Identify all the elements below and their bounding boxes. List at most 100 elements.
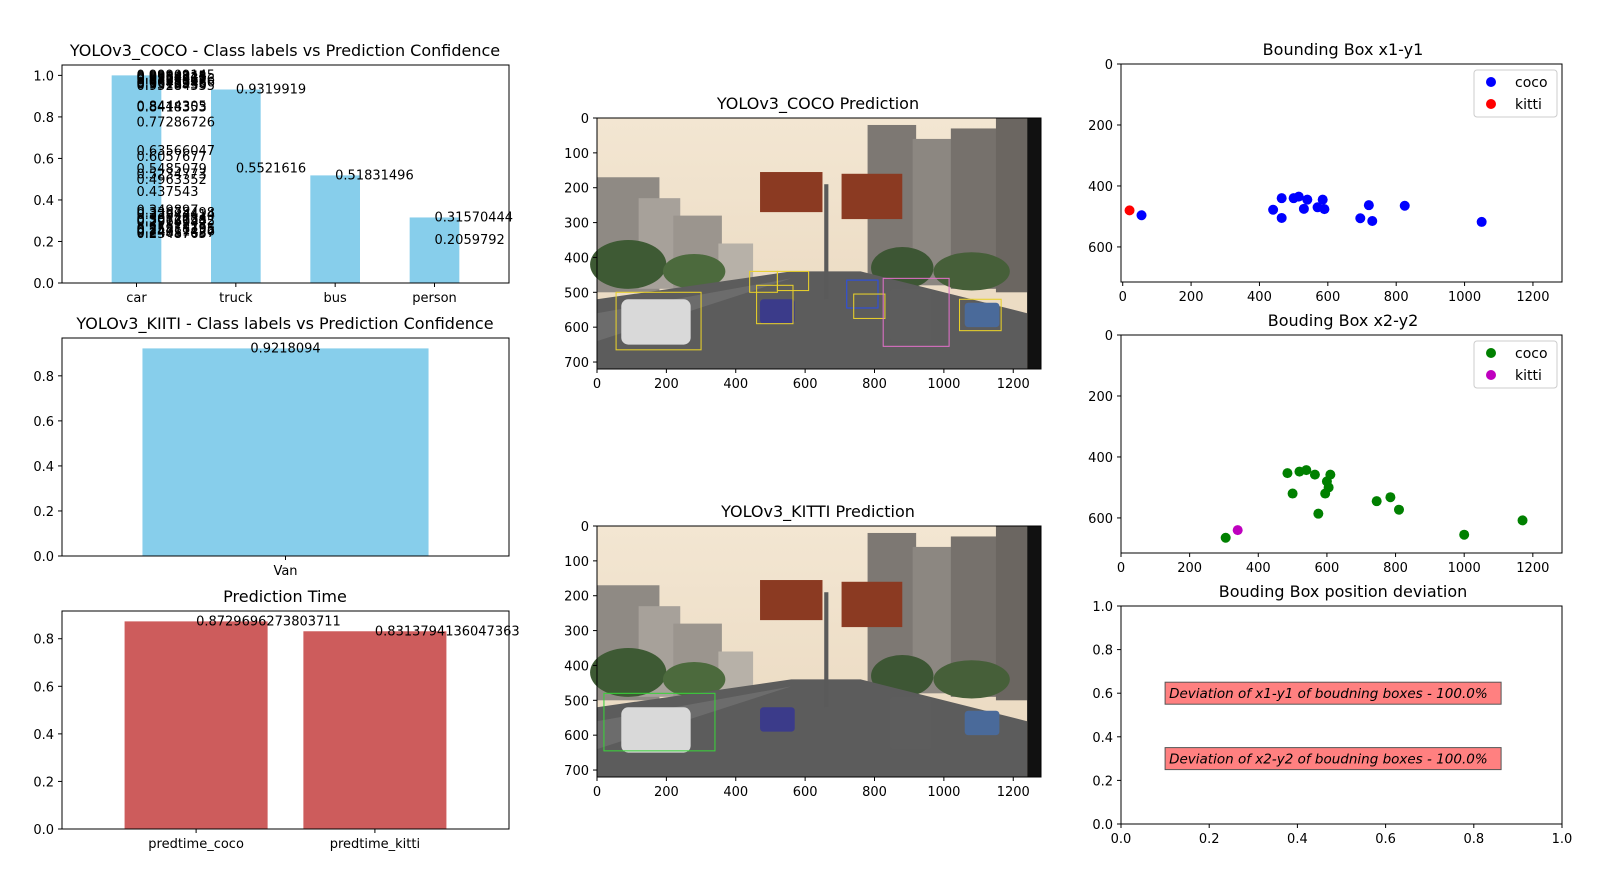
point-coco [1476,216,1487,227]
x-tick-label: 600 [1315,561,1340,576]
y-tick-label: 0.4 [33,728,54,743]
y-tick-label: 700 [564,356,589,371]
y-tick-label: 0.2 [33,775,54,790]
y-tick-label: 600 [564,729,589,744]
x-tick-label: Van [273,564,297,579]
bar-value-label: 0.6057677 [137,150,207,165]
y-tick-label: 0 [1105,329,1113,344]
point-coco [1313,508,1324,519]
y-tick-label: 0 [581,112,589,127]
chart-title: Bounding Box x1-y1 [1263,40,1424,59]
y-tick-label: 0.6 [33,415,54,430]
y-tick-label: 100 [564,147,589,162]
y-tick-label: 0.4 [33,194,54,209]
legend-label-coco: coco [1515,75,1548,91]
y-tick-label: 200 [564,182,589,197]
x-tick-label: predtime_coco [148,837,244,852]
y-tick-label: 400 [1088,451,1113,466]
x-tick-label: 1000 [1448,290,1481,305]
image-frame [596,525,1042,778]
x-tick-label: 200 [1179,290,1204,305]
x-tick-label: 1200 [1516,561,1549,576]
point-coco [1276,193,1287,204]
x-tick-label: 1000 [927,785,960,800]
bar-value-label: 0.29666945 [137,214,216,229]
y-tick-label: 200 [1088,390,1113,405]
y-tick-label: 400 [1088,180,1113,195]
plot-frame [61,337,510,557]
prediction-time-chart: Prediction Time predtime_coco predtime_ki… [33,587,519,852]
y-tick-label: 0 [581,520,589,535]
bar-bus [310,175,360,283]
deviation-text: Deviation of x1-y1 of boudning boxes - 1… [1169,686,1488,702]
x-tick-label: car [126,291,147,306]
y-tick-label: 0.0 [33,823,54,838]
image-frame [596,117,1042,370]
point-coco [1385,492,1396,503]
y-tick-label: 0.6 [1092,687,1113,702]
point-coco [1220,532,1231,543]
kitti-prediction-image: YOLOv3_KITTI Prediction [564,502,1042,800]
x-tick-label: 200 [654,377,679,392]
bar-value-label: 0.96933966 [137,76,216,91]
y-tick-label: 0.2 [33,505,54,520]
y-tick-label: 600 [1088,512,1113,527]
kitti-confidence-chart: YOLOv3_KIITI - Class labels vs Predictio… [33,314,510,579]
legend: coco kitti [1473,69,1558,118]
bar-value-label: 0.25918795 [137,222,216,237]
y-tick-label: 0.8 [33,370,54,385]
y-tick-label: 0 [1105,58,1113,73]
bar-value-label: 0.5234773 [137,167,207,182]
x-tick-label: 400 [1247,290,1272,305]
point-coco [1287,488,1298,499]
y-tick-label: 200 [1088,119,1113,134]
y-tick-label: 300 [564,217,589,232]
x-tick-label: 400 [723,377,748,392]
point-coco [1301,465,1312,476]
y-tick-label: 0.6 [33,152,54,167]
bar-predtime_coco [124,621,268,829]
x-tick-label: 0.4 [1287,832,1308,847]
bar-value-label: 0.9516936 [137,78,207,93]
bar-value-label: 0.9319919 [236,83,306,98]
point-coco [1325,469,1336,480]
x-tick-label: 0 [1117,561,1125,576]
bar-value-label: 0.5521616 [236,161,306,176]
y-tick-label: 700 [564,764,589,779]
x-tick-label: 0.0 [1111,832,1132,847]
bar-value-label: 0.24711426 [137,225,216,240]
bar-value-label: 0.9645943 [137,77,207,92]
y-tick-label: 0.4 [33,460,54,475]
y-tick-label: 400 [564,251,589,266]
bar-value-label: 0.63566047 [137,144,216,159]
bar-value-label: 0.349897 [137,203,199,218]
point-coco [1371,496,1382,507]
point-coco [1136,210,1147,221]
bar-value-label: 0.30129382 [137,213,216,228]
bar-predtime_kitti [303,631,447,829]
y-tick-label: 1.0 [1092,600,1113,615]
y-tick-label: 0.0 [33,277,54,292]
deviation-text: Deviation of x2-y2 of boudning boxes - 1… [1169,752,1488,768]
x-tick-label: 0 [593,377,601,392]
x-tick-label: 400 [1246,561,1271,576]
plot-frame [1120,334,1563,554]
x-tick-label: bus [324,291,347,306]
y-tick-label: 0.8 [33,633,54,648]
bar-value-label: 0.8418353 [137,101,207,116]
bbox-x1y1-scatter: Bounding Box x1-y1 0 200 400 600 800 1000 1200… [1088,40,1563,305]
bar-value-label: 0.32844414 [137,208,216,223]
plot-frame [61,64,510,284]
bar-value-label: 0.33678498 [137,206,216,221]
bbox-x2y2-scatter: Bouding Box x2-y2 0 200 400 600 800 1000 1200 0… [1088,311,1563,576]
point-coco [1355,213,1366,224]
bar-value-label: 0.9964245 [137,69,207,84]
x-tick-label: 800 [1384,290,1409,305]
bar-truck [211,89,261,283]
x-tick-label: 0.8 [1463,832,1484,847]
bar-value-label: 0.2924942 [137,215,207,230]
x-tick-label: 200 [654,785,679,800]
x-tick-label: predtime_kitti [330,837,420,852]
point-coco [1517,515,1528,526]
bar-car [111,75,162,283]
